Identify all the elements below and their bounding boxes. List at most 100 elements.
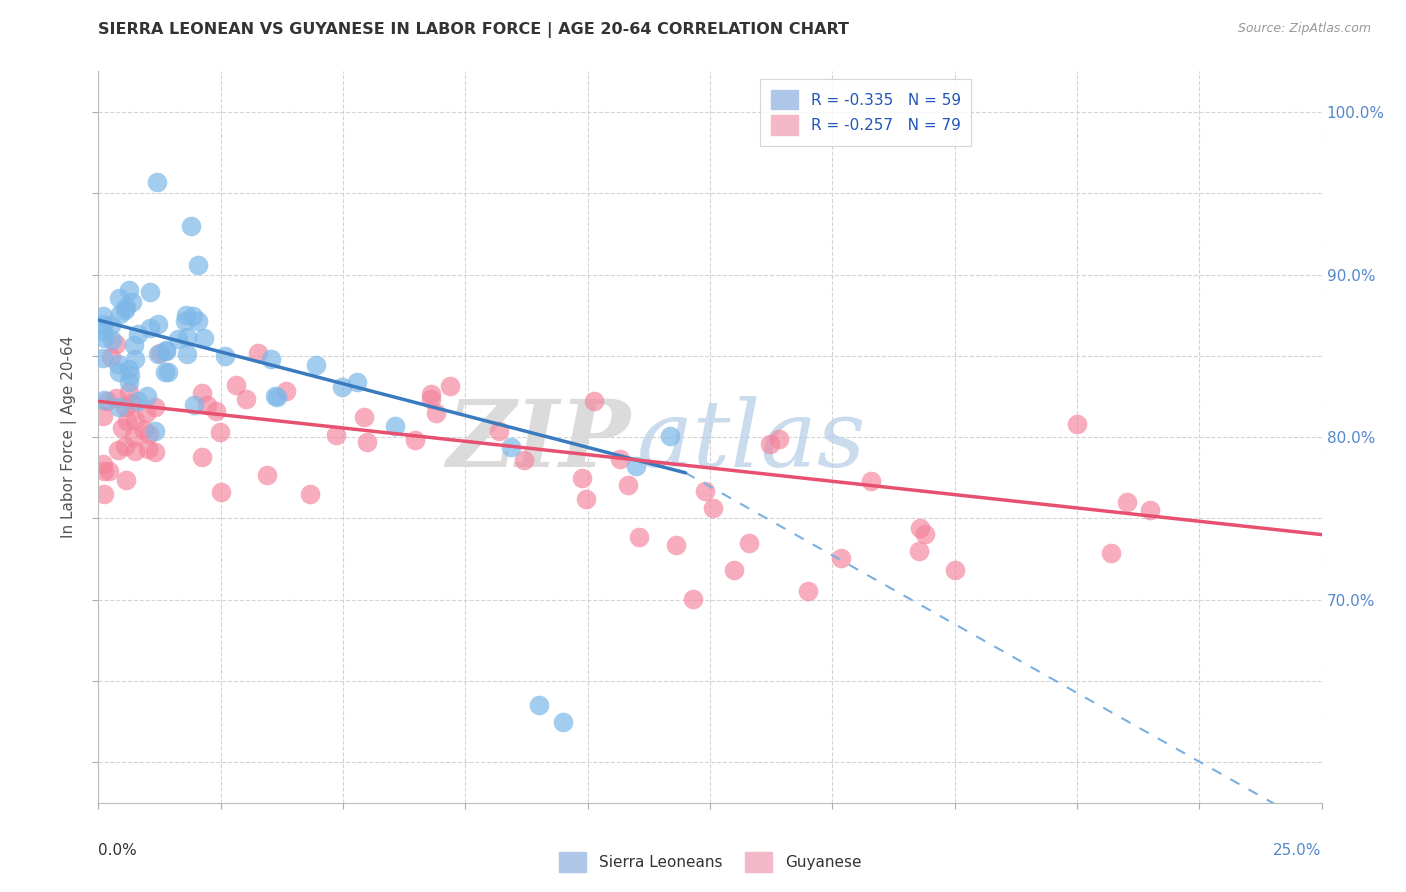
Point [122, 430, 145, 444]
Point [149, 346, 172, 360]
Point [108, 401, 131, 415]
Point [107, 358, 129, 372]
Point [135, 389, 157, 403]
Point [143, 445, 166, 459]
Point [693, 484, 716, 499]
Point [204, 404, 226, 418]
Point [1139, 503, 1161, 517]
Point [176, 329, 198, 343]
Point [138, 427, 160, 442]
Point [665, 538, 688, 552]
Point [768, 432, 790, 446]
Point [104, 391, 127, 405]
Point [420, 387, 443, 401]
Point [439, 378, 461, 392]
Point [139, 285, 162, 299]
Point [682, 592, 704, 607]
Point [702, 501, 724, 516]
Point [166, 332, 188, 346]
Point [571, 471, 593, 485]
Point [575, 491, 598, 506]
Point [139, 321, 162, 335]
Point [195, 397, 218, 411]
Point [797, 584, 820, 599]
Point [124, 352, 146, 367]
Point [1066, 417, 1088, 431]
Point [100, 318, 122, 332]
Point [425, 406, 447, 420]
Point [609, 452, 631, 467]
Point [908, 521, 931, 535]
Point [117, 385, 139, 400]
Point [93, 392, 115, 407]
Point [325, 428, 347, 442]
Point [143, 425, 166, 439]
Point [420, 392, 443, 406]
Point [108, 307, 131, 321]
Point [190, 385, 212, 400]
Point [107, 291, 129, 305]
Point [225, 377, 247, 392]
Point [176, 347, 198, 361]
Point [263, 389, 285, 403]
Point [93, 463, 115, 477]
Point [356, 434, 378, 449]
Point [157, 365, 180, 379]
Point [209, 485, 232, 500]
Point [186, 258, 208, 272]
Point [127, 326, 149, 341]
Point [111, 421, 134, 435]
Point [501, 440, 523, 454]
Point [124, 413, 146, 427]
Point [256, 468, 278, 483]
Point [93, 487, 115, 501]
Point [626, 458, 648, 473]
Point [91, 317, 114, 331]
Point [148, 317, 170, 331]
Point [527, 698, 550, 713]
Point [118, 368, 141, 383]
Point [97, 464, 120, 478]
Point [135, 406, 157, 420]
Point [100, 350, 122, 364]
Text: atlas: atlas [637, 396, 866, 486]
Point [582, 394, 605, 409]
Point [118, 375, 141, 389]
Point [104, 336, 127, 351]
Point [1099, 545, 1122, 559]
Point [146, 175, 169, 189]
Point [134, 423, 156, 437]
Point [276, 384, 298, 398]
Text: 25.0%: 25.0% [1274, 843, 1322, 858]
Point [187, 314, 209, 328]
Point [943, 563, 966, 577]
Point [209, 425, 232, 439]
Point [91, 409, 114, 423]
Point [136, 442, 159, 457]
Point [627, 530, 650, 544]
Point [91, 324, 114, 338]
Point [96, 393, 118, 408]
Point [214, 349, 236, 363]
Point [330, 379, 353, 393]
Point [114, 303, 136, 318]
Point [91, 309, 114, 323]
Point [122, 337, 145, 351]
Y-axis label: In Labor Force | Age 20-64: In Labor Force | Age 20-64 [60, 336, 77, 538]
Point [384, 418, 406, 433]
Point [121, 294, 143, 309]
Point [115, 474, 138, 488]
Point [860, 474, 883, 488]
Point [180, 219, 202, 233]
Point [155, 365, 177, 379]
Point [127, 394, 149, 409]
Point [181, 309, 204, 323]
Point [91, 351, 114, 365]
Point [659, 429, 682, 443]
Point [404, 433, 426, 447]
Point [118, 283, 141, 297]
Point [247, 346, 270, 360]
Point [107, 365, 129, 379]
Point [723, 563, 745, 577]
Point [346, 375, 368, 389]
